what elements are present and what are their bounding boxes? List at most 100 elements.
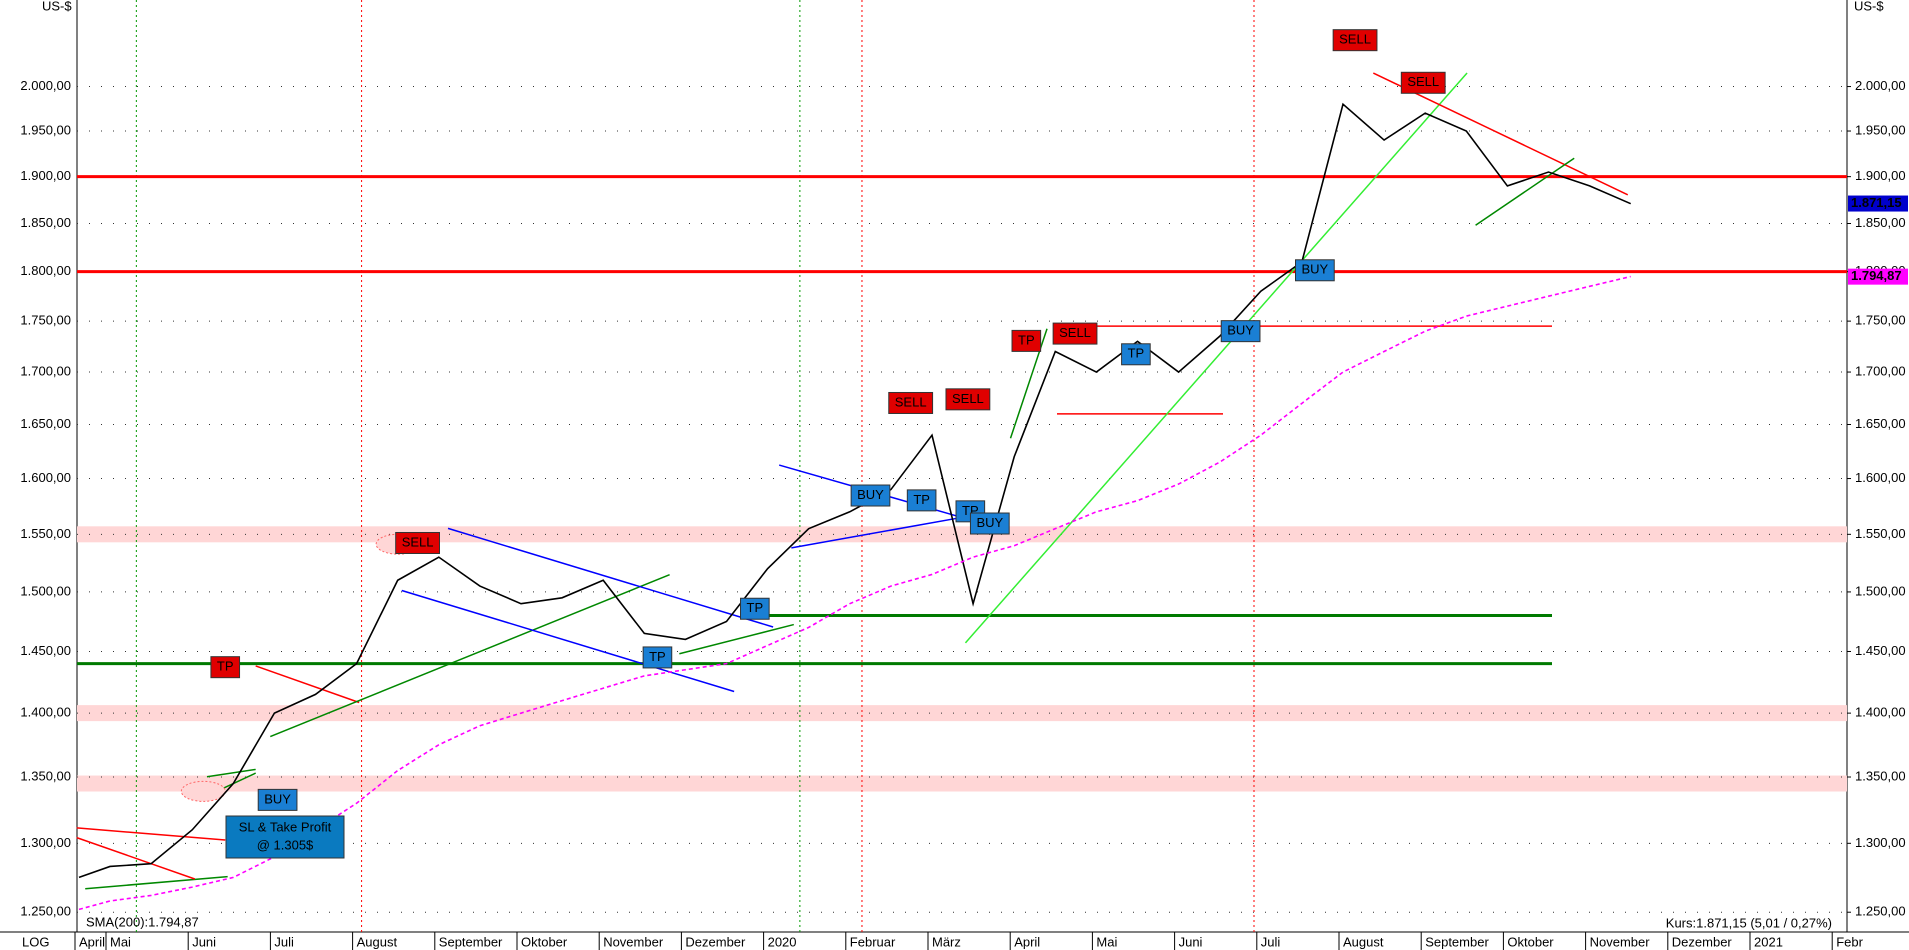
- signal-text: TP: [649, 649, 666, 664]
- signal-label: BUY: [1295, 259, 1335, 282]
- y-tick-label-right: 1.750,00: [1855, 313, 1906, 328]
- x-tick-label: Mai: [1096, 934, 1117, 949]
- y-tick-label-right: 1.900,00: [1855, 168, 1906, 183]
- x-tick-label: Dezember: [1672, 934, 1733, 949]
- signal-text: TP: [217, 659, 234, 674]
- x-tick-label: Februar: [850, 934, 896, 949]
- y-tick-label: 1.950,00: [20, 122, 71, 137]
- signal-box: [969, 512, 1010, 535]
- scale-label: LOG: [22, 934, 49, 949]
- y-tick-label-right: 1.850,00: [1855, 215, 1906, 230]
- x-tick-label: November: [603, 934, 664, 949]
- signal-text: SELL: [952, 391, 984, 406]
- x-tick-label: April: [79, 934, 105, 949]
- signal-text: SELL: [895, 394, 927, 409]
- price-tag: [1848, 195, 1908, 212]
- y-tick-label: 1.250,00: [20, 904, 71, 919]
- y-tick-label: 1.750,00: [20, 313, 71, 328]
- y-tick-label: 1.600,00: [20, 470, 71, 485]
- trend-line: [447, 527, 774, 628]
- unit-left: US-$: [42, 0, 72, 13]
- signal-text: SELL: [1059, 325, 1091, 340]
- signal-box: [1400, 71, 1446, 94]
- signal-box: [257, 788, 298, 811]
- y-tick-label: 1.850,00: [20, 215, 71, 230]
- signal-text: TP: [1018, 332, 1035, 347]
- y-tick-label: 1.400,00: [20, 705, 71, 720]
- signal-text: BUY: [264, 791, 291, 806]
- y-tick-label-right: 1.650,00: [1855, 416, 1906, 431]
- trend-line: [964, 72, 1468, 644]
- signal-text: BUY: [1302, 262, 1329, 277]
- signal-label: SELL: [395, 531, 440, 554]
- signal-text: TP: [747, 600, 764, 615]
- x-tick-label: 2021: [1754, 934, 1783, 949]
- signal-box: [906, 489, 937, 512]
- signal-box: [740, 597, 770, 620]
- trend-line: [76, 836, 196, 880]
- price-tag-label: 1.871,15: [1851, 195, 1902, 210]
- signal-label: TP: [642, 646, 673, 669]
- signal-box: [210, 656, 241, 679]
- y-tick-label-right: 1.350,00: [1855, 768, 1906, 783]
- signal-box: [395, 531, 440, 554]
- y-tick-label-right: 1.550,00: [1855, 526, 1906, 541]
- y-tick-label-right: 1.500,00: [1855, 583, 1906, 598]
- zone-band: [77, 526, 1847, 543]
- zone-band: [77, 705, 1847, 722]
- trend-line: [791, 516, 962, 549]
- signal-text: BUY: [1227, 323, 1254, 338]
- x-tick-label: Juli: [274, 934, 294, 949]
- signal-text: TP: [913, 492, 930, 507]
- y-tick-label-right: 1.450,00: [1855, 643, 1906, 658]
- trend-line: [206, 768, 256, 778]
- y-tick-label: 1.800,00: [20, 263, 71, 278]
- quote: Kurs:1.871,15 (5,01 / 0,27%): [1666, 915, 1832, 930]
- x-tick-label: Dezember: [685, 934, 746, 949]
- y-tick-label-right: 1.300,00: [1855, 835, 1906, 850]
- trend-line: [269, 573, 670, 738]
- note-text: @ 1.305$: [257, 837, 314, 852]
- signal-box: [1011, 329, 1042, 352]
- x-tick-label: September: [439, 934, 503, 949]
- signal-label: SELL: [1052, 322, 1098, 345]
- price-tag: [1848, 268, 1908, 285]
- x-tick-label: April: [1014, 934, 1040, 949]
- x-tick-label: September: [1425, 934, 1489, 949]
- signal-label: TP: [1121, 343, 1151, 366]
- trend-line: [85, 875, 228, 890]
- signal-text: SELL: [1339, 32, 1371, 47]
- signal-box: [642, 646, 673, 669]
- signal-label: BUY: [850, 484, 891, 507]
- note-box: [225, 815, 345, 859]
- unit-right: US-$: [1854, 0, 1884, 13]
- trend-line: [1475, 157, 1575, 226]
- signal-label: TP: [1011, 329, 1042, 352]
- x-tick-label: Febr: [1836, 934, 1863, 949]
- signal-label: SELL: [1332, 29, 1378, 52]
- signal-box: [1121, 343, 1151, 366]
- y-tick-label: 1.700,00: [20, 363, 71, 378]
- signal-label: SELL: [888, 391, 934, 414]
- signal-box: [888, 391, 934, 414]
- signal-label: TP: [210, 656, 241, 679]
- x-tick-label: März: [932, 934, 961, 949]
- y-tick-label: 1.500,00: [20, 583, 71, 598]
- note: SL & Take Profit @ 1.305$: [225, 815, 345, 859]
- signal-box: [1052, 322, 1098, 345]
- y-tick-label: 1.550,00: [20, 526, 71, 541]
- y-tick-label-right: 1.950,00: [1855, 122, 1906, 137]
- y-tick-label-right: 1.250,00: [1855, 904, 1906, 919]
- y-tick-label: 1.650,00: [20, 416, 71, 431]
- x-tick-label: August: [1343, 934, 1384, 949]
- signal-box: [945, 388, 991, 411]
- x-tick-label: Oktober: [521, 934, 568, 949]
- price-line: [78, 102, 1632, 879]
- signal-label: TP: [906, 489, 937, 512]
- x-tick-label: November: [1590, 934, 1651, 949]
- signal-label: TP: [740, 597, 770, 620]
- x-tick-label: August: [357, 934, 398, 949]
